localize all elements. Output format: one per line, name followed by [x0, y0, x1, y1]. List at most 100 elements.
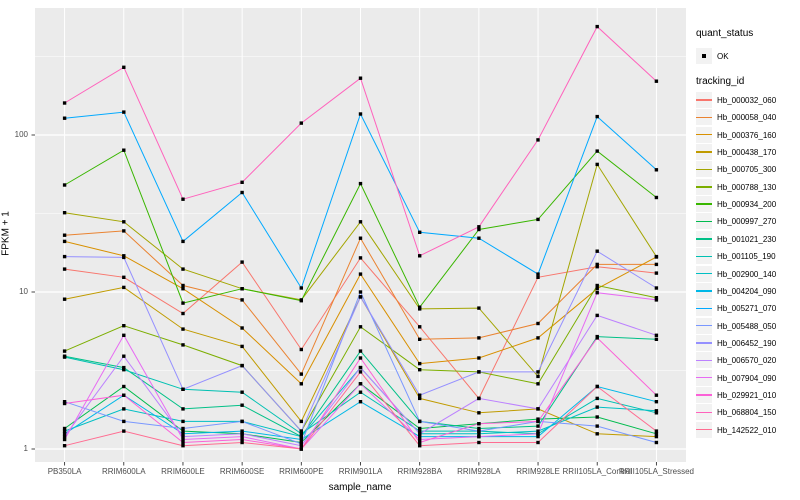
y-tick-label: 10 [19, 287, 28, 296]
legend-line-icon [696, 429, 712, 431]
x-tick-label: RRIM600LA [101, 467, 146, 476]
data-point [418, 337, 422, 341]
data-point [299, 429, 303, 433]
data-point [477, 396, 481, 401]
data-point [654, 409, 659, 413]
point-marker-icon [702, 54, 706, 58]
data-point [418, 307, 422, 311]
data-point [240, 363, 244, 368]
data-point [654, 333, 659, 337]
data-point [358, 356, 363, 360]
data-point [62, 297, 67, 301]
data-point [654, 271, 659, 275]
legend-line-icon [696, 324, 712, 327]
data-point [358, 272, 363, 276]
y-tick-label: 100 [14, 130, 28, 139]
data-point [299, 444, 303, 448]
data-point [536, 374, 540, 379]
x-tick-label: RRII105LA_Control [562, 467, 632, 476]
data-point [358, 290, 363, 294]
data-point [62, 211, 67, 215]
data-point [299, 286, 303, 290]
data-point [240, 419, 244, 424]
data-point [418, 305, 422, 309]
data-point [181, 197, 185, 201]
data-point [181, 283, 185, 288]
legend-line-icon [696, 290, 712, 292]
data-point [654, 286, 659, 290]
legend-key-swatch [696, 317, 712, 334]
data-point [358, 220, 363, 224]
data-point [62, 233, 67, 237]
data-point [62, 239, 67, 244]
series-points [62, 24, 659, 451]
x-tick-label: RRIM600PE [279, 467, 324, 476]
legend-line-icon [696, 272, 712, 275]
data-point [654, 440, 659, 445]
legend-line-icon [696, 220, 712, 223]
legend-item-label: Hb_000058_040 [717, 113, 777, 123]
data-point [595, 405, 599, 409]
data-point [536, 434, 540, 439]
data-point [418, 440, 422, 445]
data-point [595, 114, 599, 119]
legend-key-swatch [696, 248, 712, 265]
legend-item-label: Hb_000032_060 [717, 96, 777, 105]
legend-key-swatch [696, 109, 712, 126]
data-point [418, 368, 422, 372]
legend-item-label: Hb_068804_150 [717, 408, 777, 418]
legend-line-icon [696, 411, 712, 414]
data-point [418, 325, 422, 329]
data-point [122, 368, 126, 372]
data-point [240, 437, 244, 442]
data-point [181, 327, 185, 331]
data-point [299, 447, 303, 451]
data-point [62, 267, 67, 271]
data-point [536, 407, 540, 411]
data-point [299, 121, 303, 125]
data-point [122, 110, 126, 114]
data-point [654, 195, 659, 200]
legend-line-icon [696, 134, 712, 136]
data-point [595, 287, 599, 291]
x-tick-label: RRIM928LE [516, 467, 560, 476]
legend-key-swatch [696, 126, 712, 143]
data-point [299, 432, 303, 436]
data-point [62, 401, 67, 406]
data-point [62, 426, 67, 431]
data-point [418, 444, 422, 448]
legend-line-icon [696, 307, 712, 309]
data-point [240, 344, 244, 349]
legend-item-label: Hb_000788_130 [717, 182, 777, 192]
data-point [595, 162, 599, 167]
data-point [595, 336, 599, 340]
legend-line-icon [696, 238, 712, 240]
legend-item-label: Hb_002900_140 [717, 269, 777, 279]
data-point [181, 287, 185, 291]
data-point [62, 183, 67, 187]
data-point [654, 79, 659, 83]
data-point [240, 298, 244, 302]
data-point [62, 444, 67, 448]
data-point [418, 437, 422, 442]
data-point [122, 365, 126, 370]
data-point [358, 295, 363, 299]
legend-item-label: Hb_006452_190 [717, 338, 777, 348]
legend-key-swatch [696, 334, 712, 351]
data-point [62, 429, 67, 433]
data-point [122, 65, 126, 69]
data-point [122, 285, 126, 290]
legend-item-label: Hb_000997_270 [717, 217, 777, 227]
data-point [595, 283, 599, 288]
data-point [595, 24, 599, 29]
data-point [477, 306, 481, 310]
data-point [477, 434, 481, 439]
legend-key-ok [696, 48, 712, 64]
legend-line-icon [696, 186, 712, 188]
data-point [595, 262, 599, 267]
data-point [536, 382, 540, 386]
data-point [62, 254, 67, 259]
data-point [299, 442, 303, 446]
data-point [477, 429, 481, 433]
data-point [181, 440, 185, 445]
